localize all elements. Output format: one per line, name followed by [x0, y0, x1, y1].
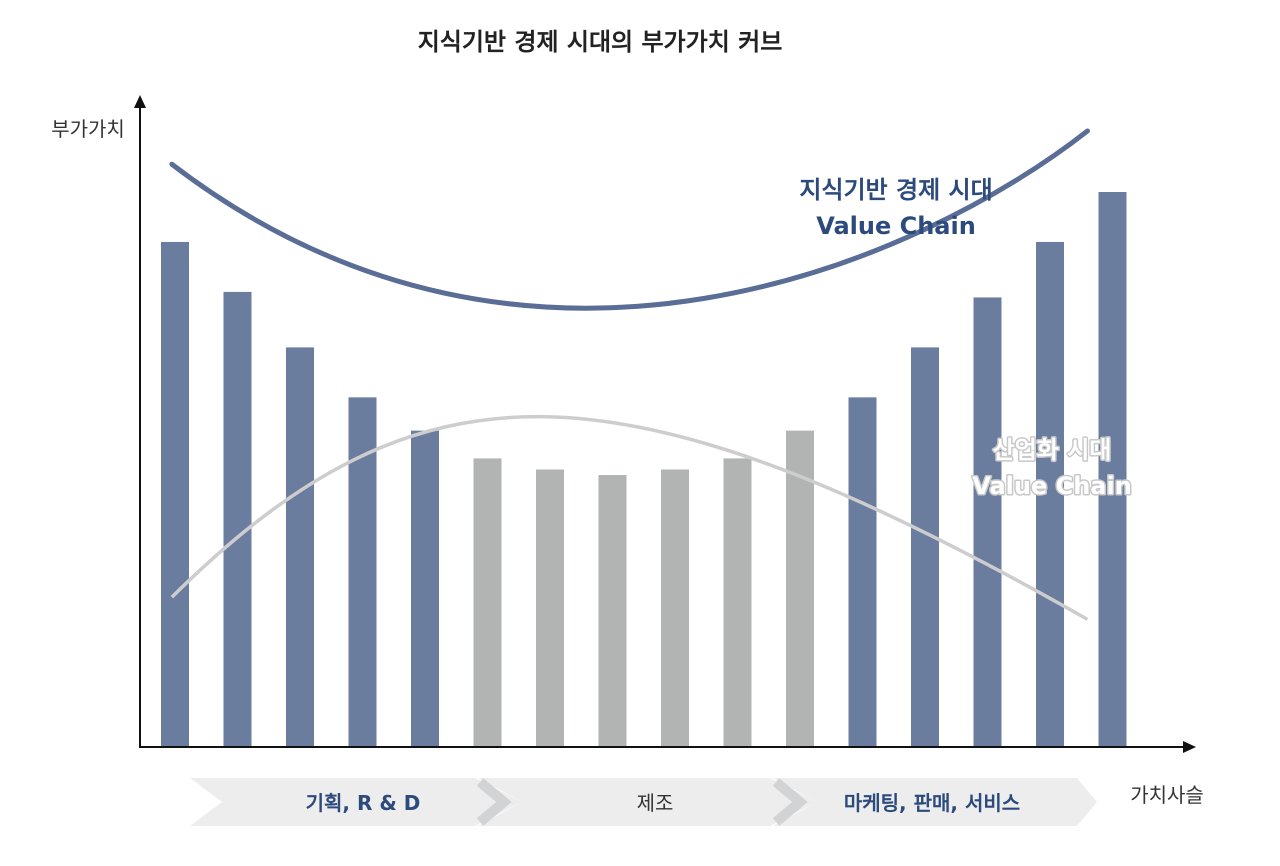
bar: [1036, 241, 1064, 747]
industrial-curve-label-line1: 산업화 시대: [993, 436, 1112, 464]
x-axis-label: 가치사슬: [1130, 783, 1204, 807]
stage-arrow-manufacturing: [478, 778, 817, 826]
bar: [973, 297, 1002, 747]
bar: [161, 241, 189, 747]
stage-arrow-marketing: [773, 778, 1097, 826]
bar: [286, 347, 314, 747]
bar: [411, 430, 439, 747]
knowledge-curve-label-line2: Value Chain: [816, 212, 976, 240]
industrial-curve-label-line2: Value Chain: [972, 472, 1132, 500]
stage-arrow-planning: [190, 778, 522, 826]
bar: [723, 458, 752, 747]
chart-title: 지식기반 경제 시대의 부가가치 커브: [418, 28, 783, 56]
bar: [473, 458, 502, 747]
bar: [661, 469, 689, 747]
bars-group: [161, 192, 1127, 747]
knowledge-curve-label-line1: 지식기반 경제 시대: [799, 176, 992, 204]
bar: [786, 430, 814, 747]
x-axis-arrow: [1183, 741, 1196, 753]
bar: [536, 469, 564, 747]
stage-label-planning: 기획, R & D: [306, 791, 421, 815]
bar: [911, 347, 939, 747]
y-axis-label: 부가가치: [51, 117, 125, 141]
knowledge-value-chain-curve: [169, 128, 1090, 311]
stage-label-marketing: 마케팅, 판매, 서비스: [844, 791, 1020, 815]
bar: [848, 397, 877, 747]
stage-chevron-1: [476, 778, 512, 826]
industrial-value-chain-curve: [170, 414, 1089, 621]
bar: [598, 475, 627, 747]
y-axis-arrow: [134, 95, 146, 108]
stage-chevron-2: [772, 778, 808, 826]
value-chain-stages: 기획, R & D 제조 마케팅, 판매, 서비스: [190, 778, 1097, 826]
bar: [223, 291, 252, 747]
stage-label-manufacturing: 제조: [637, 791, 674, 815]
bar: [1098, 192, 1127, 747]
